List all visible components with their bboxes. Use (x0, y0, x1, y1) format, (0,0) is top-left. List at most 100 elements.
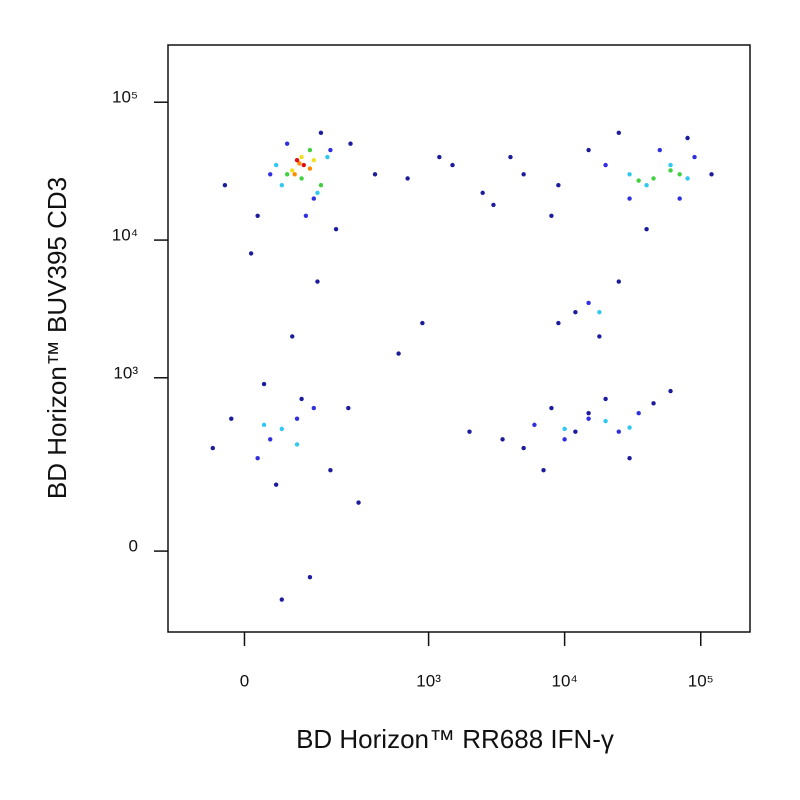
event-dot (303, 213, 309, 219)
event-dot (586, 416, 591, 421)
event-dot (294, 442, 300, 447)
event-dot (616, 279, 621, 284)
event-dot (372, 172, 378, 177)
event-dot (290, 168, 295, 173)
event-dot (549, 405, 554, 411)
event-dot (294, 157, 300, 163)
event-dot (299, 396, 304, 402)
event-dot (651, 176, 656, 181)
event-dot (616, 429, 621, 434)
event-dot (315, 279, 320, 284)
event-dot (318, 183, 324, 188)
event-dot (586, 300, 591, 306)
event-dot (685, 135, 690, 141)
event-dot (311, 196, 317, 201)
event-dot (279, 183, 284, 188)
event-dot (597, 309, 602, 315)
event-dot (532, 422, 537, 428)
event-dot (299, 154, 304, 160)
event-dot (273, 162, 279, 168)
y-axis-title: BD Horizon™ BUV395 CD3 (42, 177, 72, 499)
event-dot (318, 130, 324, 136)
event-dot (491, 202, 496, 208)
event-dot (290, 334, 295, 339)
x-tick-label: 10⁵ (688, 671, 714, 690)
event-dot (315, 190, 320, 196)
plot-frame (167, 44, 751, 633)
event-dot (229, 416, 234, 421)
event-dot (222, 183, 228, 188)
event-dot (294, 416, 300, 421)
event-dot (255, 456, 260, 461)
event-dot (603, 396, 608, 402)
event-dot (328, 467, 333, 473)
event-dot (268, 172, 273, 177)
event-dot (521, 172, 526, 177)
event-dot (644, 183, 649, 188)
event-dot (586, 410, 591, 416)
event-dot (480, 190, 485, 196)
event-dot (273, 482, 279, 487)
event-dot (307, 575, 313, 580)
event-dot (268, 437, 273, 442)
event-dot (356, 500, 361, 505)
event-dot (333, 226, 339, 232)
event-dot (420, 320, 425, 326)
event-dot (573, 309, 578, 315)
event-dot (307, 147, 313, 153)
event-dot (651, 401, 656, 406)
event-dot (677, 196, 682, 201)
event-dot (668, 388, 673, 394)
event-dot (562, 437, 567, 442)
event-dot (311, 157, 317, 163)
event-dot (521, 445, 526, 451)
event-dot (405, 176, 410, 181)
event-dot (346, 405, 351, 411)
event-dot (299, 176, 304, 181)
event-dot (627, 196, 632, 201)
y-tick-label: 10³ (113, 363, 138, 382)
event-dot (627, 456, 632, 461)
event-dot (556, 183, 561, 188)
event-dot (685, 176, 690, 181)
event-dot (467, 429, 472, 434)
event-dot (348, 141, 353, 146)
event-dot (248, 251, 254, 256)
event-dot (284, 172, 290, 177)
event-dot (657, 147, 662, 153)
x-tick-label: 10⁴ (552, 671, 578, 690)
event-dot (396, 351, 401, 356)
event-dot (636, 178, 641, 183)
event-dot (292, 172, 297, 177)
event-dot (261, 381, 267, 387)
event-dot (437, 154, 442, 160)
event-dot (210, 445, 215, 451)
y-tick-label: 0 (129, 537, 138, 556)
event-dot (668, 168, 673, 173)
event-dot (508, 154, 513, 160)
event-dot (709, 172, 714, 177)
event-dot (450, 162, 455, 168)
event-dot (328, 147, 333, 153)
event-dot (279, 597, 284, 602)
event-dot (603, 418, 608, 424)
event-dot (627, 425, 632, 430)
event-dot (597, 334, 602, 339)
event-dot (644, 226, 649, 232)
event-dot (556, 320, 561, 326)
event-dot (307, 166, 313, 171)
event-dot (279, 426, 284, 432)
event-dot (603, 162, 608, 168)
y-tick-label: 10⁵ (112, 88, 138, 107)
event-dot (541, 467, 546, 473)
event-dot (636, 410, 641, 416)
x-axis-title: BD Horizon™ RR688 IFN-γ (296, 724, 614, 754)
x-tick-label: 10³ (416, 671, 441, 690)
event-dot (325, 154, 330, 160)
event-dot (284, 141, 290, 146)
event-dot (627, 172, 632, 177)
event-dot (311, 405, 317, 411)
x-tick-label: 0 (240, 671, 249, 690)
y-tick-label: 10⁴ (112, 226, 138, 245)
